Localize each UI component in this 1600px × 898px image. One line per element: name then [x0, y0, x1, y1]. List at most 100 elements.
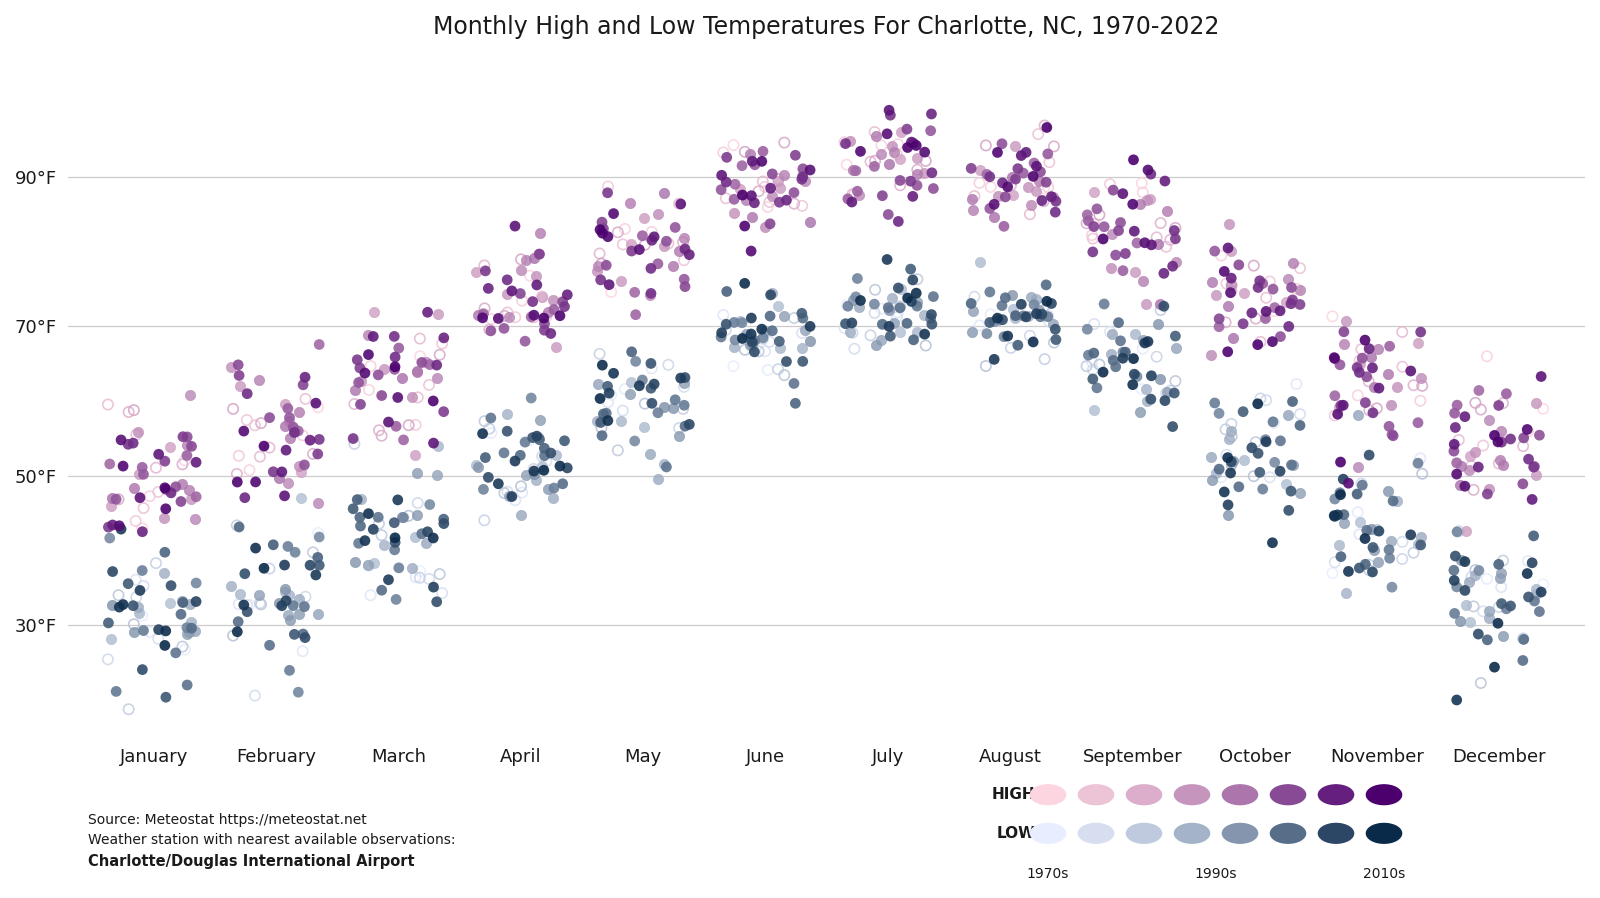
- Point: [1082, 317, 1107, 331]
- Point: [1144, 349, 1170, 364]
- Point: [661, 401, 686, 415]
- Point: [1280, 458, 1306, 472]
- Point: [1021, 169, 1046, 183]
- Point: [670, 235, 696, 250]
- Point: [168, 477, 194, 491]
- Point: [910, 308, 936, 322]
- Point: [491, 486, 517, 500]
- Point: [1486, 600, 1512, 614]
- Point: [290, 644, 315, 658]
- Point: [427, 567, 453, 581]
- Point: [1352, 333, 1378, 348]
- Point: [1042, 139, 1067, 154]
- Point: [246, 374, 272, 388]
- Point: [742, 157, 768, 172]
- Point: [466, 460, 491, 474]
- Point: [990, 176, 1016, 190]
- Point: [402, 448, 427, 462]
- Point: [834, 157, 859, 172]
- Point: [1238, 441, 1264, 455]
- Point: [662, 392, 688, 407]
- Point: [163, 646, 189, 660]
- Point: [1365, 401, 1390, 416]
- Point: [771, 309, 797, 323]
- Point: [840, 187, 866, 201]
- Point: [1013, 310, 1038, 324]
- Point: [651, 186, 677, 200]
- Point: [1021, 156, 1046, 171]
- Point: [1469, 676, 1494, 691]
- Point: [605, 225, 630, 240]
- Point: [355, 328, 381, 342]
- Point: [227, 379, 253, 393]
- Point: [494, 287, 520, 302]
- Point: [1398, 364, 1424, 378]
- Point: [157, 440, 182, 454]
- Point: [1453, 479, 1478, 493]
- Point: [1099, 227, 1125, 242]
- Point: [835, 299, 861, 313]
- Point: [290, 428, 315, 443]
- Point: [1203, 466, 1229, 480]
- Point: [790, 311, 816, 325]
- Point: [512, 334, 538, 348]
- Point: [355, 506, 381, 521]
- Point: [1498, 432, 1523, 446]
- Point: [642, 377, 667, 392]
- Point: [478, 312, 504, 326]
- Point: [542, 447, 568, 462]
- Point: [789, 198, 814, 213]
- Point: [1005, 162, 1030, 176]
- Point: [904, 272, 930, 286]
- Point: [120, 436, 146, 450]
- Point: [1218, 286, 1243, 300]
- Point: [485, 312, 510, 326]
- Point: [555, 461, 581, 475]
- Point: [760, 167, 786, 181]
- Point: [1206, 320, 1232, 334]
- Point: [410, 526, 435, 541]
- Point: [1322, 555, 1347, 569]
- Point: [1214, 451, 1240, 465]
- Point: [587, 415, 613, 429]
- Point: [654, 234, 680, 249]
- Point: [1206, 312, 1232, 326]
- Point: [168, 607, 194, 621]
- Point: [1515, 424, 1541, 438]
- Point: [840, 163, 866, 178]
- Point: [424, 358, 450, 373]
- Point: [765, 172, 790, 187]
- Point: [1261, 304, 1286, 318]
- Point: [966, 176, 992, 190]
- Point: [1461, 599, 1486, 613]
- Point: [757, 216, 782, 231]
- Point: [462, 457, 488, 471]
- Point: [792, 173, 818, 188]
- Point: [531, 311, 557, 325]
- Point: [1003, 311, 1029, 325]
- Point: [882, 145, 907, 159]
- Point: [301, 446, 326, 461]
- Point: [1349, 476, 1374, 490]
- Point: [365, 510, 390, 524]
- Point: [402, 530, 427, 544]
- Text: Source: Meteostat https://meteostat.net: Source: Meteostat https://meteostat.net: [88, 813, 366, 827]
- Point: [597, 386, 622, 401]
- Point: [1098, 177, 1123, 191]
- Point: [522, 462, 547, 476]
- Point: [246, 450, 272, 464]
- Point: [978, 180, 1003, 194]
- Point: [846, 188, 872, 202]
- Point: [1024, 292, 1050, 306]
- Point: [146, 622, 171, 637]
- Point: [1331, 507, 1357, 522]
- Point: [1034, 120, 1059, 135]
- Point: [1074, 359, 1099, 374]
- Point: [1482, 660, 1507, 674]
- Point: [342, 555, 368, 569]
- Point: [1078, 355, 1104, 369]
- Point: [1510, 439, 1536, 453]
- Point: [1243, 435, 1269, 449]
- Point: [1134, 334, 1160, 348]
- Point: [1034, 295, 1059, 309]
